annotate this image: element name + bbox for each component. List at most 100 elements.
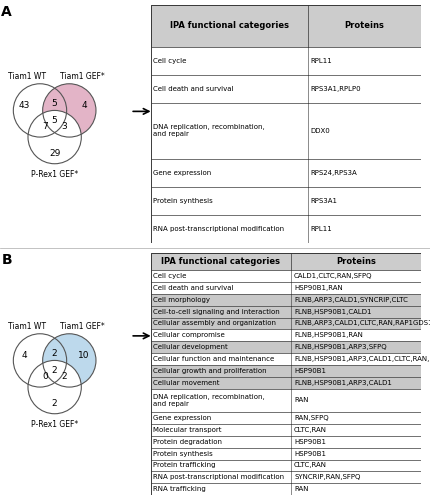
Text: FLNB,ARP3,CALD1,CLTC,RAN,RAP1GDS1: FLNB,ARP3,CALD1,CLTC,RAN,RAP1GDS1 [294, 320, 430, 326]
Text: 2: 2 [52, 398, 58, 407]
Text: RPS24,RPS3A: RPS24,RPS3A [310, 170, 357, 175]
Text: Cellular growth and proliferation: Cellular growth and proliferation [153, 368, 267, 374]
Text: Cellular movement: Cellular movement [153, 380, 220, 386]
Text: Protein synthesis: Protein synthesis [153, 198, 213, 203]
Text: RAN: RAN [294, 398, 309, 404]
Text: 2: 2 [52, 350, 58, 358]
Text: Protein synthesis: Protein synthesis [153, 450, 213, 456]
Text: DDX0: DDX0 [310, 128, 330, 134]
Text: HSP90B1: HSP90B1 [294, 368, 326, 374]
Text: FLNB,ARP3,CALD1,SYNCRIP,CLTC: FLNB,ARP3,CALD1,SYNCRIP,CLTC [294, 297, 408, 303]
Text: B: B [1, 252, 12, 266]
Bar [150, 365, 421, 376]
Text: 29: 29 [49, 148, 60, 158]
Text: Cell death and survival: Cell death and survival [153, 285, 234, 291]
Bar [150, 75, 421, 103]
Text: Cell cycle: Cell cycle [153, 273, 187, 279]
Bar [150, 388, 421, 412]
Text: RPL11: RPL11 [310, 58, 332, 64]
Text: Cellular function and maintenance: Cellular function and maintenance [153, 356, 274, 362]
Text: 5: 5 [52, 100, 58, 108]
Text: DNA replication, recombination,
and repair: DNA replication, recombination, and repa… [153, 124, 265, 137]
Text: 7: 7 [43, 122, 48, 131]
Text: Cell death and survival: Cell death and survival [153, 86, 234, 92]
Bar [150, 47, 421, 75]
Text: 2: 2 [61, 372, 67, 381]
Text: CLTC,RAN: CLTC,RAN [294, 462, 327, 468]
Bar [150, 376, 421, 388]
Text: Cellular development: Cellular development [153, 344, 228, 350]
Bar [150, 306, 421, 318]
Text: Protein trafficking: Protein trafficking [153, 462, 216, 468]
Text: Cell morphology: Cell morphology [153, 297, 210, 303]
Text: FLNB,HSP90B1,ARP3,CALD1,CLTC,RAN,RAP1GDS1: FLNB,HSP90B1,ARP3,CALD1,CLTC,RAN,RAP1GDS… [294, 356, 430, 362]
Bar [150, 294, 421, 306]
Bar [150, 214, 421, 242]
Text: RNA post-transcriptional modification: RNA post-transcriptional modification [153, 474, 284, 480]
Circle shape [13, 334, 67, 387]
Text: Cellular assembly and organization: Cellular assembly and organization [153, 320, 276, 326]
Bar [150, 186, 421, 214]
Bar [150, 483, 421, 495]
Text: 2: 2 [52, 366, 58, 375]
Text: DNA replication, recombination,
and repair: DNA replication, recombination, and repa… [153, 394, 265, 407]
Bar [150, 424, 421, 436]
Text: Tiam1 WT: Tiam1 WT [8, 72, 46, 81]
Circle shape [13, 84, 67, 137]
Bar [150, 412, 421, 424]
Text: 5: 5 [52, 116, 58, 125]
Text: 10: 10 [78, 350, 90, 360]
Text: Proteins: Proteins [344, 22, 384, 30]
Circle shape [28, 110, 81, 164]
Text: A: A [1, 5, 12, 19]
Text: RPS3A1: RPS3A1 [310, 198, 337, 203]
Bar [150, 270, 421, 282]
Circle shape [43, 334, 96, 387]
Text: RAN,SFPQ: RAN,SFPQ [294, 415, 329, 421]
Text: 4: 4 [21, 350, 27, 360]
Text: Gene expression: Gene expression [153, 415, 212, 421]
Bar [150, 448, 421, 460]
Text: Cellular compromise: Cellular compromise [153, 332, 225, 338]
Text: Molecular transport: Molecular transport [153, 427, 222, 433]
Text: RPL11: RPL11 [310, 226, 332, 232]
Text: Protein degradation: Protein degradation [153, 439, 222, 445]
Bar [150, 318, 421, 330]
Text: RNA post-transcriptional modification: RNA post-transcriptional modification [153, 226, 284, 232]
Bar [150, 472, 421, 483]
Text: 43: 43 [18, 100, 30, 110]
Text: RAN: RAN [294, 486, 309, 492]
Text: CALD1,CLTC,RAN,SFPQ: CALD1,CLTC,RAN,SFPQ [294, 273, 372, 279]
Bar [150, 5, 421, 47]
Text: HSP90B1,RAN: HSP90B1,RAN [294, 285, 343, 291]
Text: P-Rex1 GEF*: P-Rex1 GEF* [31, 420, 78, 430]
Text: Tiam1 GEF*: Tiam1 GEF* [60, 72, 105, 81]
Text: 3: 3 [61, 122, 67, 131]
Text: 0: 0 [43, 372, 48, 381]
Text: Cell cycle: Cell cycle [153, 58, 187, 64]
Circle shape [28, 360, 81, 414]
Text: FLNB,HSP90B1,CALD1: FLNB,HSP90B1,CALD1 [294, 308, 372, 314]
Text: RPS3A1,RPLP0: RPS3A1,RPLP0 [310, 86, 361, 92]
Text: Proteins: Proteins [336, 257, 376, 266]
Circle shape [43, 84, 96, 137]
Text: Tiam1 GEF*: Tiam1 GEF* [60, 322, 105, 331]
Bar [150, 353, 421, 365]
Bar [150, 252, 421, 270]
Text: RNA trafficking: RNA trafficking [153, 486, 206, 492]
Text: SYNCRIP,RAN,SFPQ: SYNCRIP,RAN,SFPQ [294, 474, 360, 480]
Text: FLNB,HSP90B1,ARP3,CALD1: FLNB,HSP90B1,ARP3,CALD1 [294, 380, 392, 386]
Bar [150, 341, 421, 353]
Text: 4: 4 [81, 100, 87, 110]
Text: P-Rex1 GEF*: P-Rex1 GEF* [31, 170, 78, 179]
Bar [150, 436, 421, 448]
Text: Tiam1 WT: Tiam1 WT [8, 322, 46, 331]
Text: IPA functional categories: IPA functional categories [169, 22, 289, 30]
Bar [150, 460, 421, 471]
Text: HSP90B1: HSP90B1 [294, 439, 326, 445]
Bar [150, 282, 421, 294]
Text: CLTC,RAN: CLTC,RAN [294, 427, 327, 433]
Text: Cell-to-cell signaling and interaction: Cell-to-cell signaling and interaction [153, 308, 280, 314]
Bar [150, 158, 421, 186]
Text: FLNB,HSP90B1,ARP3,SFPQ: FLNB,HSP90B1,ARP3,SFPQ [294, 344, 387, 350]
